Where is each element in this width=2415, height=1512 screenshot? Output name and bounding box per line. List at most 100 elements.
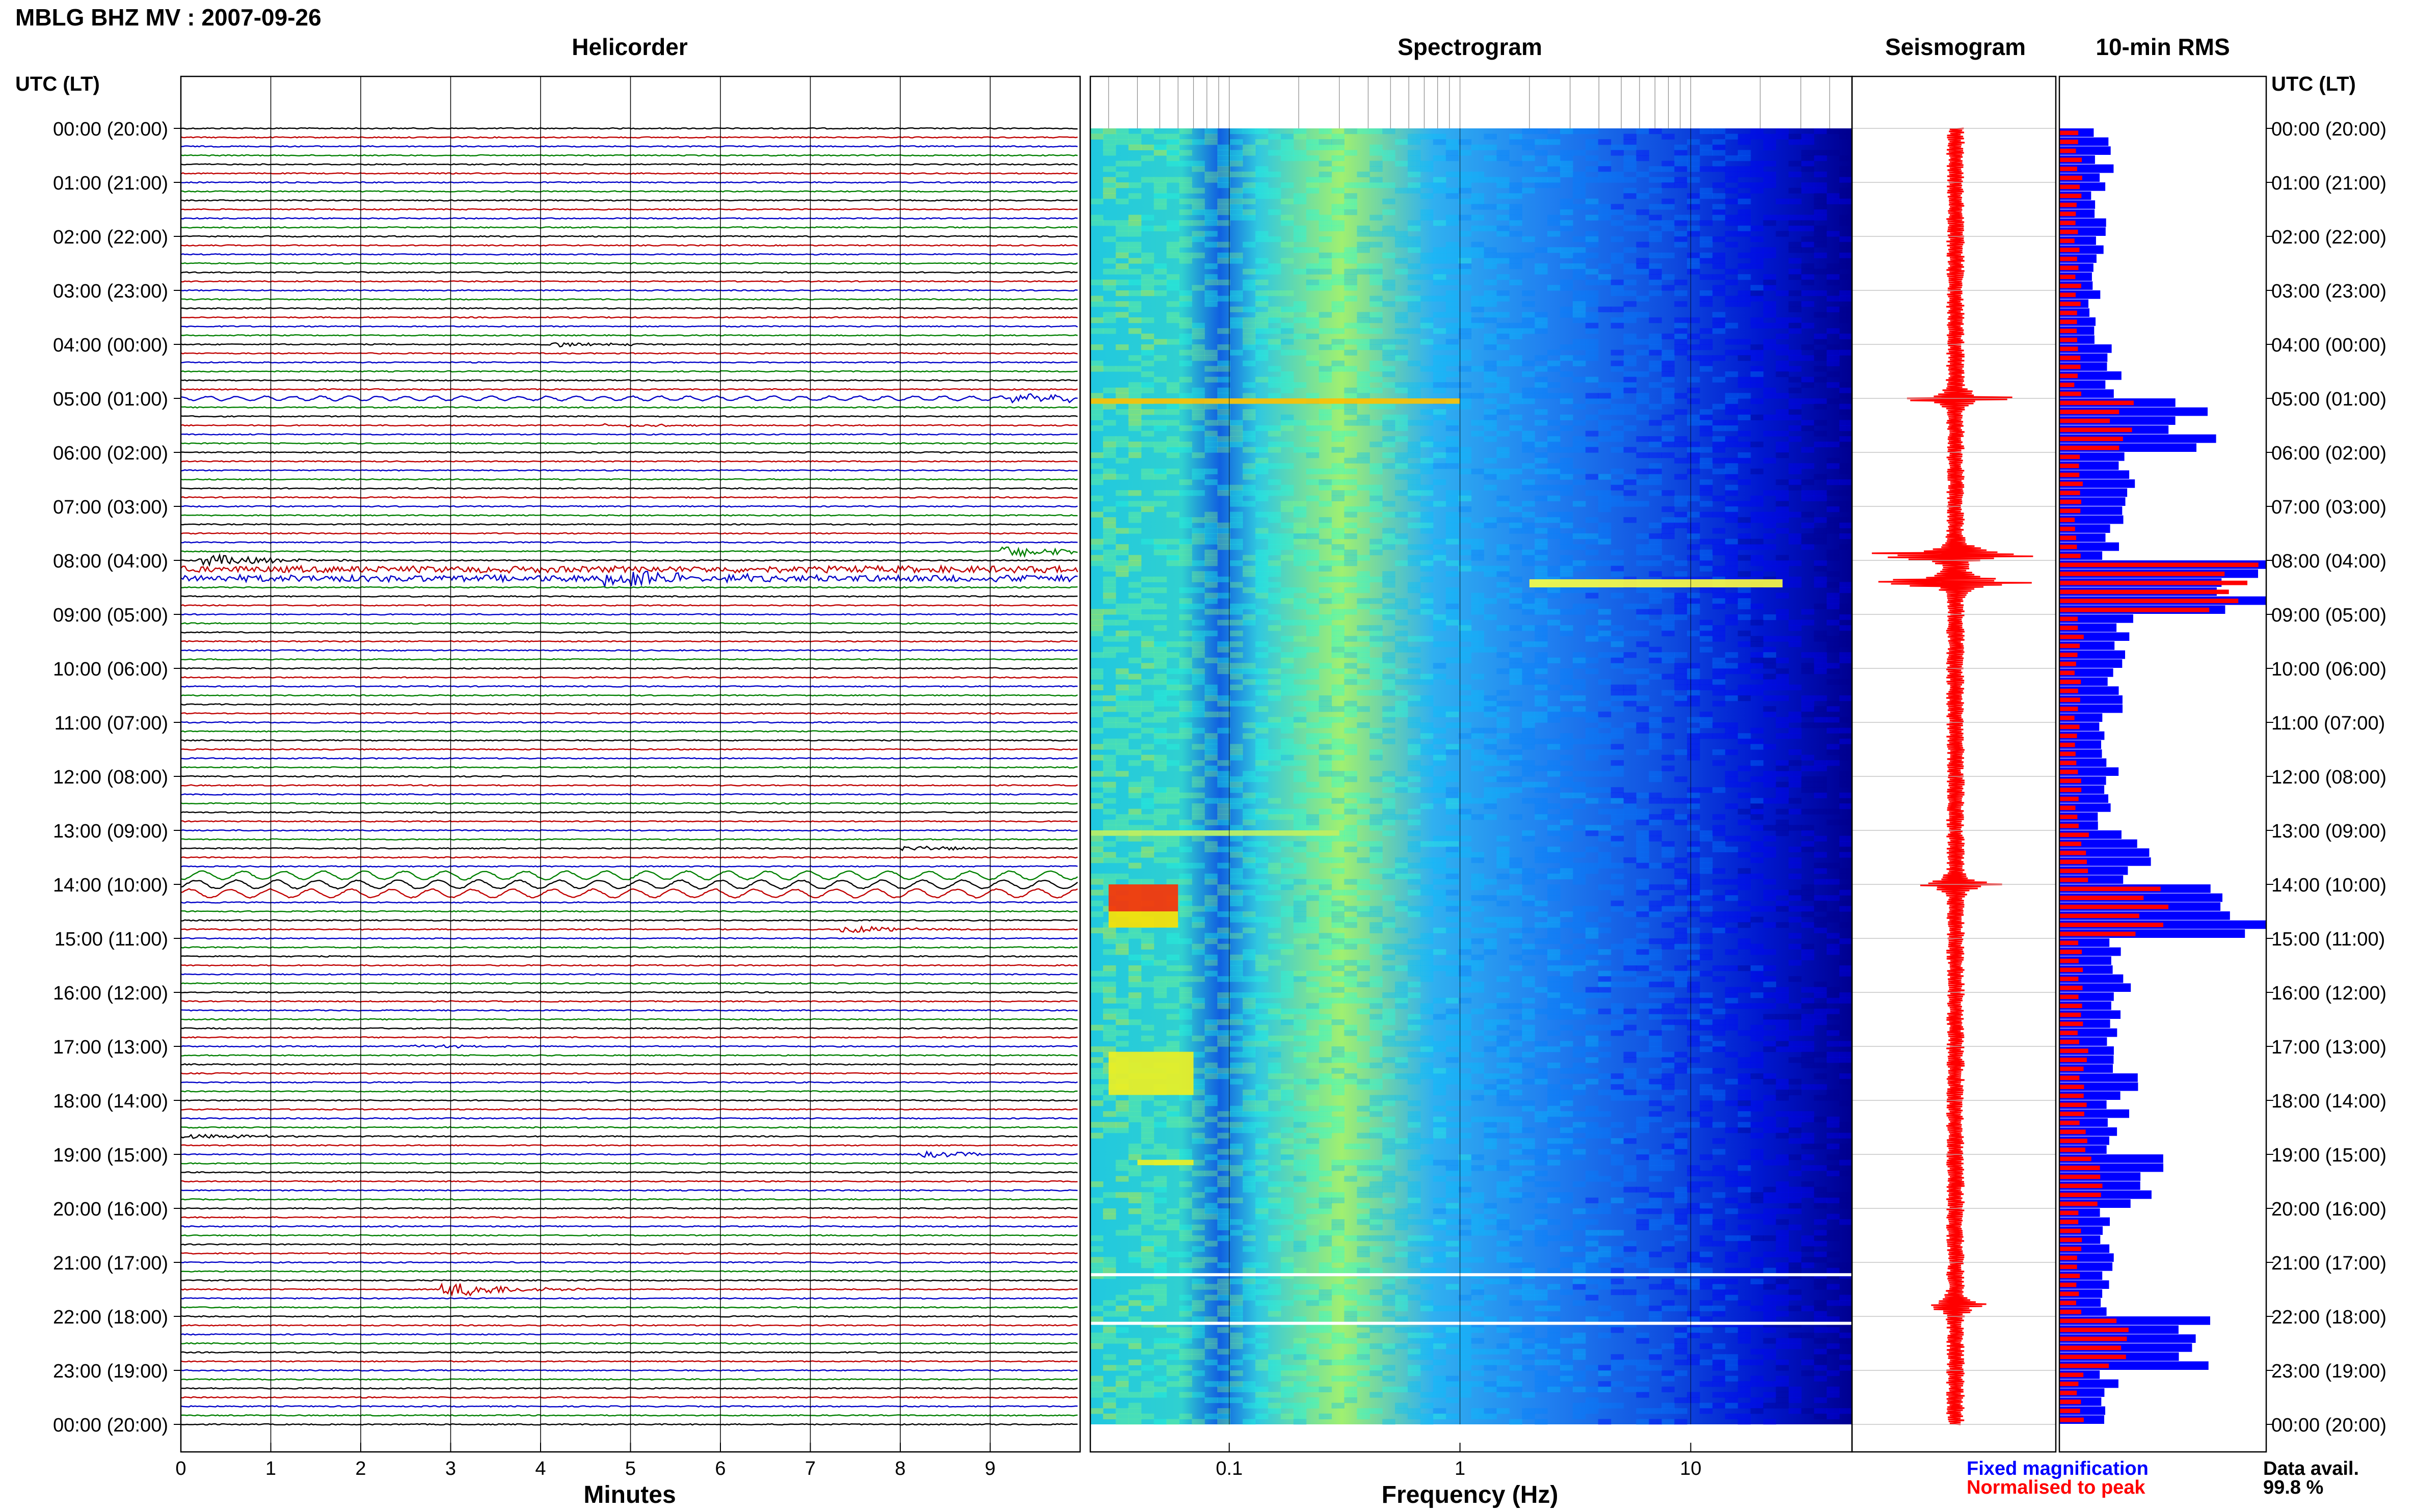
- spectrogram-cell: [1725, 614, 1738, 620]
- spectrogram-cell: [1128, 630, 1142, 636]
- spectrogram-cell: [1166, 684, 1179, 690]
- spectrogram-cell: [1115, 441, 1129, 447]
- spectrogram-cell: [1522, 668, 1535, 674]
- spectrogram-cell: [1115, 160, 1129, 167]
- spectrogram-cell: [1141, 781, 1155, 788]
- spectrogram-cell: [1319, 997, 1332, 1004]
- spectrogram-cell: [1560, 1008, 1573, 1014]
- spectrogram-cell: [1331, 646, 1345, 653]
- spectrogram-cell: [1700, 997, 1713, 1004]
- spectrogram-cell: [1649, 549, 1662, 555]
- spectrogram-cell: [1572, 501, 1586, 507]
- spectrogram-cell: [1255, 490, 1269, 496]
- spectrogram-cell: [1750, 560, 1764, 566]
- spectrogram-cell: [1103, 598, 1116, 604]
- spectrogram-cell: [1687, 684, 1700, 690]
- spectrogram-cell: [1370, 690, 1383, 696]
- spectrogram-cell: [1230, 198, 1243, 204]
- spectrogram-cell: [1636, 209, 1649, 215]
- spectrogram-cell: [1331, 1122, 1345, 1128]
- spectrogram-cell: [1827, 819, 1840, 825]
- spectrogram-cell: [1839, 409, 1853, 415]
- spectrogram-cell: [1230, 171, 1243, 177]
- spectrogram-cell: [1572, 792, 1586, 798]
- spectrogram-cell: [1522, 949, 1535, 955]
- spectrogram-cell: [1471, 193, 1484, 199]
- spectrogram-cell: [1319, 706, 1332, 712]
- spectrogram-cell: [1280, 1014, 1294, 1020]
- spectrogram-cell: [1788, 916, 1802, 923]
- spectrogram-cell: [1445, 1014, 1459, 1020]
- spectrogram-cell: [1192, 711, 1205, 717]
- spectrogram-cell: [1370, 841, 1383, 847]
- spectrogram-cell: [1319, 425, 1332, 431]
- spectrogram-cell: [1103, 258, 1116, 264]
- spectrogram-cell: [1560, 792, 1573, 798]
- spectrogram-cell: [1572, 1089, 1586, 1095]
- spectrogram-cell: [1535, 641, 1548, 647]
- spectrogram-cell: [1496, 344, 1510, 350]
- spectrogram-cell: [1827, 987, 1840, 993]
- spectrogram-cell: [1293, 603, 1307, 609]
- spectrogram-cell: [1827, 1030, 1840, 1036]
- spectrogram-cell: [1496, 1078, 1510, 1085]
- spectrogram-cell: [1420, 938, 1434, 944]
- spectrogram-cell: [1166, 382, 1179, 388]
- spectrogram-cell: [1496, 771, 1510, 777]
- spectrogram-cell: [1230, 873, 1243, 879]
- spectrogram-cell: [1700, 144, 1713, 150]
- spectrogram-cell: [1331, 889, 1345, 896]
- spectrogram-cell: [1407, 171, 1421, 177]
- spectrogram-cell: [1192, 231, 1205, 237]
- spectrogram-cell: [1522, 522, 1535, 528]
- spectrogram-cell: [1204, 841, 1218, 847]
- spectrogram-cell: [1661, 1024, 1675, 1031]
- spectrogram-cell: [1585, 922, 1599, 928]
- spectrogram-cell: [1712, 1030, 1726, 1036]
- spectrogram-cell: [1357, 808, 1370, 815]
- spectrogram-cell: [1382, 511, 1396, 518]
- spectrogram-cell: [1687, 268, 1700, 275]
- spectrogram-cell: [1623, 1073, 1636, 1079]
- spectrogram-cell: [1153, 376, 1167, 383]
- spectrogram-cell: [1649, 290, 1662, 296]
- spectrogram-cell: [1344, 322, 1357, 329]
- spectrogram-cell: [1115, 139, 1129, 145]
- spectrogram-cell: [1687, 387, 1700, 393]
- spectrogram-cell: [1115, 695, 1129, 701]
- spectrogram-cell: [1776, 430, 1789, 437]
- spectrogram-cell: [1509, 252, 1522, 258]
- spectrogram-cell: [1192, 490, 1205, 496]
- spectrogram-cell: [1103, 970, 1116, 977]
- spectrogram-cell: [1458, 900, 1472, 906]
- spectrogram-cell: [1585, 128, 1599, 134]
- spectrogram-cell: [1700, 938, 1713, 944]
- spectrogram-cell: [1407, 241, 1421, 248]
- spectrogram-cell: [1496, 501, 1510, 507]
- spectrogram-cell: [1814, 349, 1827, 356]
- spectrogram-cell: [1141, 981, 1155, 987]
- spectrogram-cell: [1179, 846, 1192, 852]
- spectrogram-cell: [1700, 425, 1713, 431]
- spectrogram-cell: [1090, 927, 1104, 933]
- spectrogram-cell: [1433, 133, 1446, 140]
- spectrogram-cell: [1458, 495, 1472, 501]
- spectrogram-cell: [1611, 744, 1624, 750]
- spectrogram-cell: [1788, 409, 1802, 415]
- spectrogram-cell: [1471, 1084, 1484, 1090]
- spectrogram-cell: [1471, 1116, 1484, 1122]
- spectrogram-cell: [1737, 916, 1751, 923]
- spectrogram-cell: [1700, 490, 1713, 496]
- spectrogram-xlabel: Frequency (Hz): [1382, 1481, 1559, 1508]
- spectrogram-cell: [1179, 360, 1192, 366]
- spectrogram-cell: [1217, 814, 1230, 820]
- spectrogram-cell: [1725, 776, 1738, 782]
- spectrogram-cell: [1776, 1019, 1789, 1025]
- spectrogram-cell: [1585, 490, 1599, 496]
- spectrogram-cell: [1700, 636, 1713, 642]
- spectrogram-cell: [1090, 706, 1104, 712]
- spectrogram-cell: [1661, 1057, 1675, 1063]
- spectrogram-cell: [1522, 868, 1535, 874]
- spectrogram-cell: [1103, 474, 1116, 480]
- spectrogram-cell: [1293, 749, 1307, 755]
